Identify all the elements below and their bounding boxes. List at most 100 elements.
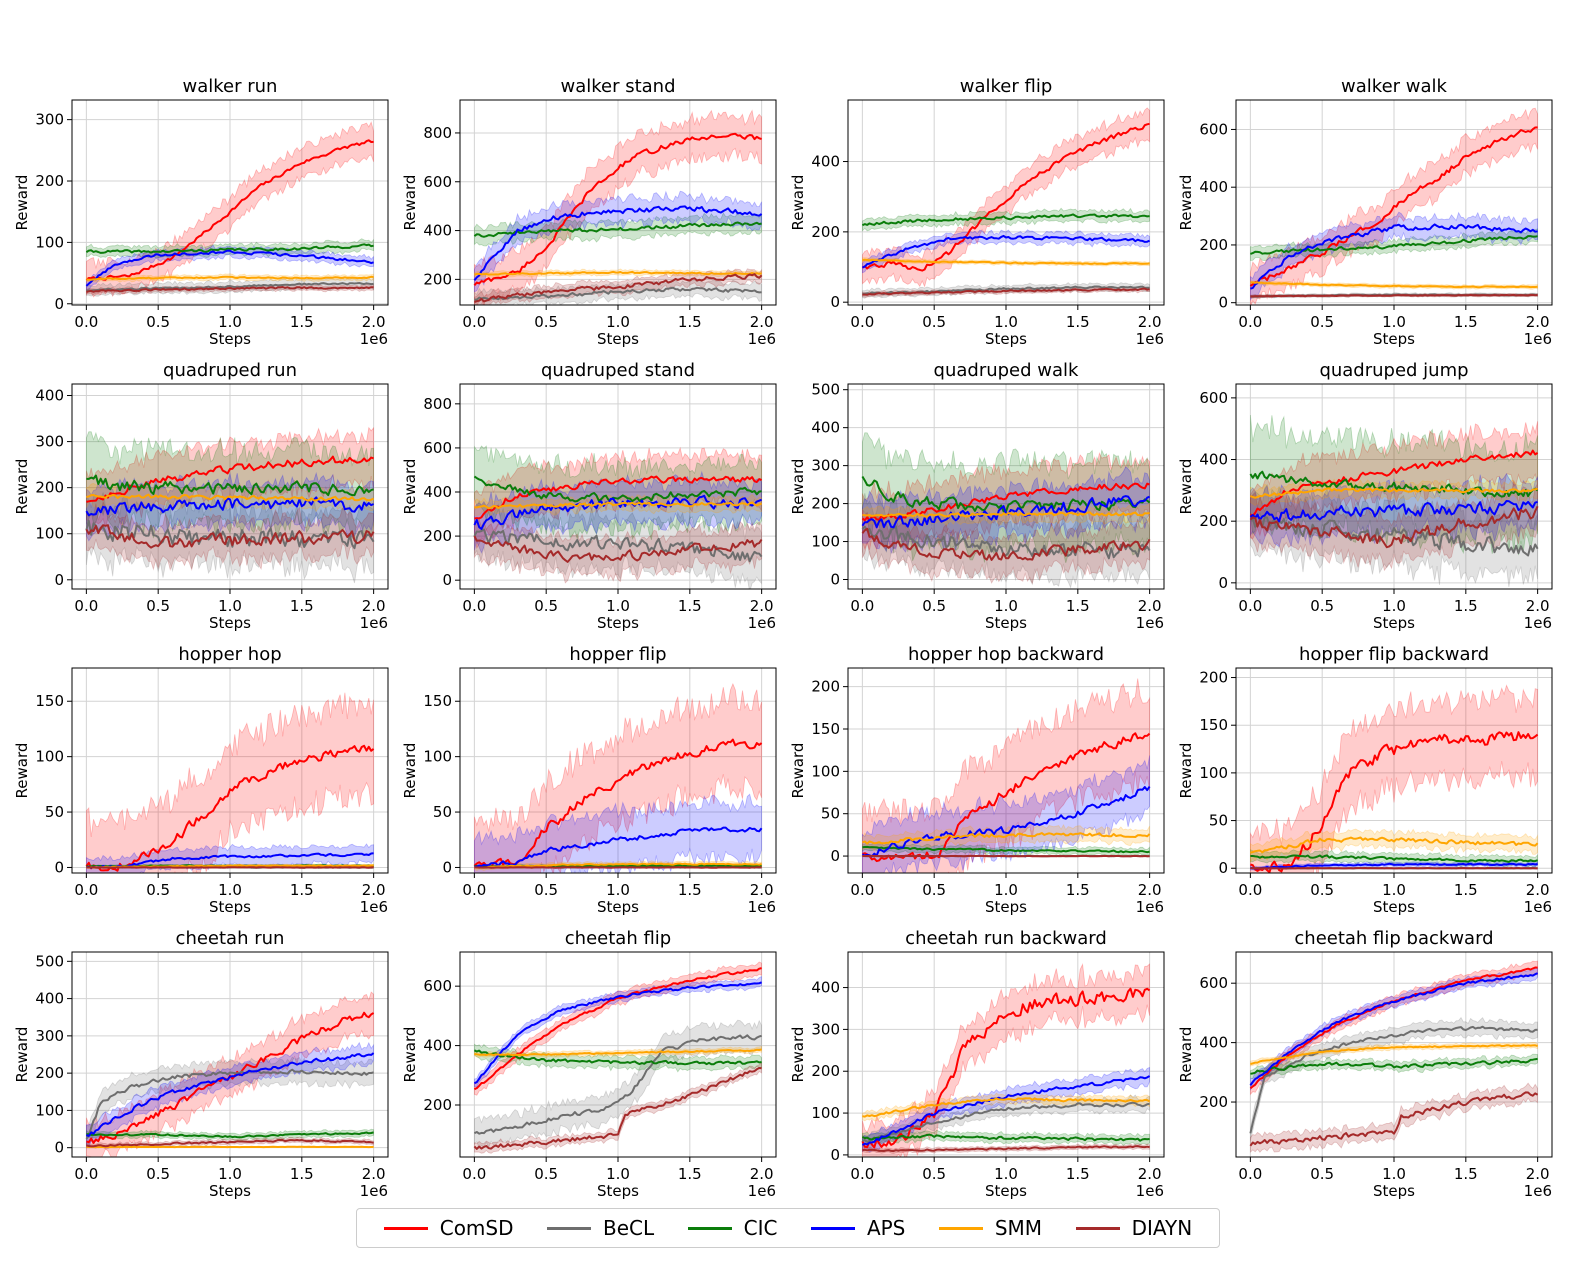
- band-becl: [862, 493, 1150, 589]
- x-tick-label: 0.5: [1310, 597, 1334, 615]
- y-tick-label: 100: [35, 525, 64, 543]
- line-aps: [473, 205, 763, 281]
- x-multiplier-label: 1e6: [748, 330, 776, 348]
- y-tick-label: 500: [35, 952, 64, 970]
- x-tick-label: 2.0: [1526, 597, 1550, 615]
- y-tick-label: 100: [35, 748, 64, 766]
- x-tick-label: 2.0: [362, 881, 386, 899]
- x-tick-label: 2.0: [362, 597, 386, 615]
- legend-label: BeCL: [603, 1216, 655, 1240]
- chart-quadruped-run: 0.0 0.5 1.0 1.5 2.0 0 100 200 300 400 quadruped ru…: [13, 360, 389, 632]
- legend-swatch-aps: [810, 1226, 855, 1230]
- x-multiplier-label: 1e6: [360, 898, 388, 916]
- band-becl: [1250, 483, 1538, 587]
- x-tick-label: 0.5: [922, 1165, 946, 1183]
- x-multiplier-label: 1e6: [360, 614, 388, 632]
- x-multiplier-label: 1e6: [1524, 614, 1552, 632]
- line-aps: [1250, 223, 1538, 290]
- x-tick-label: 1.0: [218, 597, 242, 615]
- x-tick-label: 2.0: [750, 313, 774, 331]
- band-diayn: [474, 519, 762, 584]
- y-tick-label: 50: [1209, 812, 1228, 830]
- y-axis-label: Reward: [1177, 1027, 1195, 1083]
- chart-hopper-flip: 0.0 0.5 1.0 1.5 2.0 0 50 100 150 hopper flip Steps…: [401, 644, 777, 916]
- line-cic: [861, 1133, 1150, 1142]
- x-tick-label: 0.0: [74, 1165, 98, 1183]
- x-multiplier-label: 1e6: [1524, 1182, 1552, 1200]
- y-tick-label: 200: [811, 1062, 840, 1080]
- line-smm: [862, 258, 1150, 266]
- band-comsd: [862, 962, 1150, 1157]
- x-multiplier-label: 1e6: [1136, 1182, 1164, 1200]
- x-tick-label: 1.0: [606, 1165, 630, 1183]
- x-tick-label: 1.0: [994, 1165, 1018, 1183]
- line-smm: [862, 1097, 1151, 1118]
- y-tick-label: 400: [811, 153, 840, 171]
- y-tick-label: 400: [423, 483, 452, 501]
- line-smm: [862, 832, 1151, 845]
- line-comsd: [861, 482, 1150, 522]
- line-diayn: [86, 286, 374, 293]
- legend-swatch-becl: [547, 1226, 591, 1230]
- chart-walker-stand: 0.0 0.5 1.0 1.5 2.0 200 400 600 800 walker stand S…: [401, 76, 777, 348]
- legend: ComSD BeCL CIC APS SMM DIAYN: [356, 1208, 1220, 1248]
- line-aps: [1249, 972, 1539, 1086]
- line-cic: [1250, 235, 1538, 255]
- plot-area: [1249, 107, 1538, 305]
- plot-area: [1250, 684, 1539, 873]
- x-tick-label: 1.0: [1382, 881, 1406, 899]
- y-tick-label: 300: [811, 457, 840, 475]
- x-axis-label: Steps: [597, 1182, 639, 1200]
- y-tick-label: 0: [1218, 859, 1228, 877]
- x-tick-label: 1.0: [994, 597, 1018, 615]
- line-comsd: [473, 132, 762, 286]
- y-tick-label: 100: [811, 1104, 840, 1122]
- legend-swatch-smm: [938, 1226, 983, 1230]
- line-aps: [86, 1052, 375, 1137]
- legend-item-cic: CIC: [687, 1216, 777, 1240]
- y-axis-label: Reward: [1177, 459, 1195, 515]
- chart-hopper-hop-backward: 0.0 0.5 1.0 1.5 2.0 0 50 100 150 200 hopper hop ba…: [789, 644, 1165, 916]
- x-axis-label: Steps: [209, 614, 251, 632]
- line-cic: [1250, 1057, 1538, 1075]
- line-comsd: [473, 967, 762, 1091]
- line-diayn: [861, 527, 1151, 561]
- band-comsd: [474, 682, 762, 873]
- x-tick-label: 1.5: [1066, 313, 1090, 331]
- y-tick-label: 600: [1199, 120, 1228, 138]
- chart-title: walker run: [183, 76, 278, 97]
- y-tick-label: 0: [54, 1139, 64, 1157]
- x-multiplier-label: 1e6: [1524, 330, 1552, 348]
- y-tick-label: 0: [830, 847, 840, 865]
- band-becl: [862, 1094, 1150, 1149]
- y-tick-label: 600: [1199, 974, 1228, 992]
- band-diayn: [86, 500, 374, 572]
- x-tick-label: 1.5: [1454, 1165, 1478, 1183]
- y-tick-label: 100: [35, 1101, 64, 1119]
- line-diayn: [1250, 293, 1538, 298]
- line-becl: [1249, 1025, 1538, 1134]
- y-tick-label: 0: [830, 571, 840, 589]
- y-tick-label: 800: [423, 124, 452, 142]
- y-axis-label: Reward: [13, 1027, 31, 1083]
- y-tick-label: 500: [811, 381, 840, 399]
- x-axis-label: Steps: [597, 614, 639, 632]
- line-comsd: [85, 744, 375, 872]
- y-axis-label: Reward: [401, 175, 419, 231]
- plot-area: [85, 121, 374, 298]
- chart-title: walker stand: [560, 76, 675, 97]
- y-tick-label: 300: [35, 433, 64, 451]
- chart-title: quadruped jump: [1319, 360, 1468, 381]
- chart-title: quadruped walk: [934, 360, 1079, 381]
- chart-cheetah-flip: 0.0 0.5 1.0 1.5 2.0 200 400 600 cheetah flip Step…: [401, 928, 777, 1200]
- x-tick-label: 2.0: [1138, 313, 1162, 331]
- line-diayn: [862, 287, 1150, 296]
- x-tick-label: 0.0: [74, 881, 98, 899]
- y-tick-label: 200: [1199, 1093, 1228, 1111]
- line-cic: [1250, 854, 1538, 863]
- line-aps: [86, 852, 374, 869]
- band-cic: [862, 1129, 1150, 1147]
- band-comsd: [86, 692, 374, 873]
- chart-title: hopper flip backward: [1299, 644, 1489, 665]
- chart-title: hopper flip: [569, 644, 666, 665]
